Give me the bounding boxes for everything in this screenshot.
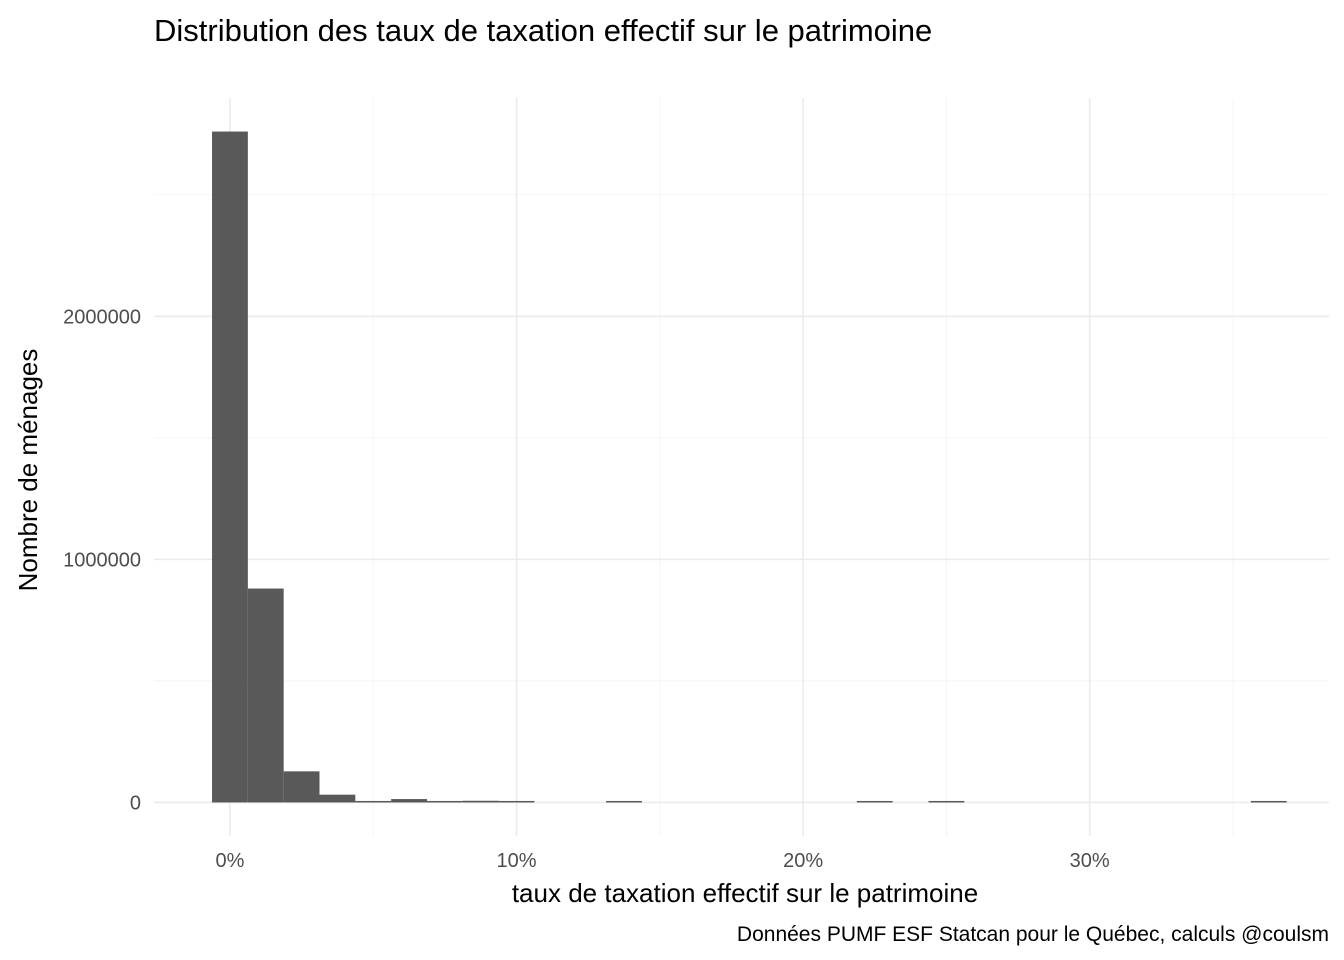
axis-tick-labels: 0% 10% 20% 30% 0 1000000 2000000 [63, 306, 1110, 872]
histogram-bar [247, 588, 284, 803]
histogram-bar [319, 794, 356, 803]
grid-lines [154, 98, 1329, 836]
histogram-bar [355, 800, 392, 803]
x-tick-label: 20% [783, 850, 823, 872]
histogram-bar [1250, 800, 1287, 803]
chart-title: Distribution des taux de taxation effect… [154, 13, 932, 48]
histogram-bar [283, 771, 320, 803]
histogram-bar [391, 799, 427, 803]
histogram-bar [856, 800, 893, 803]
histogram-bar [498, 800, 535, 803]
histogram-bars [212, 131, 1287, 803]
histogram-bar [462, 800, 499, 803]
x-axis-title: taux de taxation effectif sur le patrimo… [512, 878, 978, 908]
histogram-bar [606, 800, 642, 803]
y-tick-label: 0 [130, 792, 141, 814]
x-tick-label: 10% [497, 850, 537, 872]
x-tick-label: 30% [1070, 850, 1110, 872]
histogram-bar [426, 800, 463, 803]
chart-caption: Données PUMF ESF Statcan pour le Québec,… [737, 923, 1329, 946]
y-axis-title: Nombre de ménages [13, 349, 43, 592]
y-tick-label: 1000000 [63, 549, 141, 571]
x-tick-label: 0% [215, 850, 244, 872]
histogram-bar [212, 131, 248, 803]
histogram-bar [928, 800, 965, 803]
y-tick-label: 2000000 [63, 306, 141, 328]
